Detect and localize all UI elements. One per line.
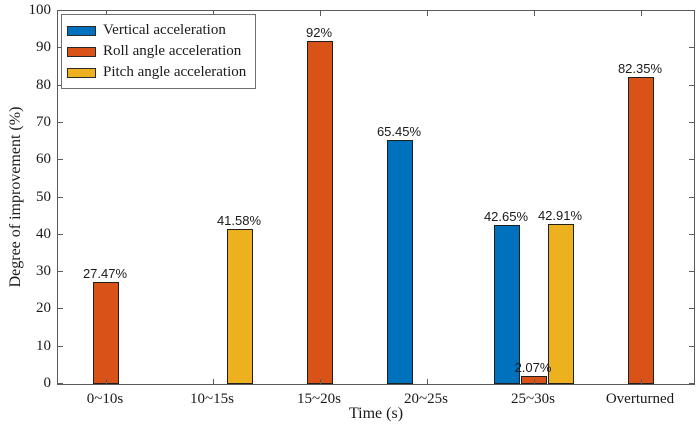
y-axis-tick (58, 345, 63, 347)
x-axis-tick (533, 379, 535, 384)
y-axis-tick (58, 271, 63, 273)
y-axis-tick-right (689, 233, 694, 235)
legend-item: Roll angle acceleration (67, 41, 246, 62)
x-tick-label: 20~25s (404, 391, 448, 407)
x-axis-tick (640, 379, 642, 384)
bar-roll-angle-acceleration (93, 282, 119, 384)
y-tick-label: 10 (36, 337, 51, 354)
bar-roll-angle-acceleration (307, 41, 333, 384)
x-tick-label: 10~15s (190, 391, 234, 407)
y-axis-tick-right (689, 308, 694, 310)
x-axis-tick-top (105, 11, 107, 16)
x-axis-tick (105, 379, 107, 384)
bar-vertical-acceleration (494, 225, 520, 384)
x-axis-tick-top (319, 11, 321, 16)
legend-label: Roll angle acceleration (103, 43, 242, 59)
bar-value-label: 2.07% (514, 360, 552, 375)
bar-value-label: 41.58% (216, 213, 262, 228)
x-axis-label: Time (s) (348, 405, 404, 422)
y-axis-tick-right (689, 84, 694, 86)
y-axis-tick-right (689, 121, 694, 123)
bar-value-label: 42.65% (483, 209, 529, 224)
y-tick-label: 80 (36, 76, 51, 93)
x-tick-label: 25~30s (511, 391, 555, 407)
x-tick-label: Overturned (605, 391, 675, 407)
legend-label: Pitch angle acceleration (103, 64, 247, 80)
bar-value-label: 65.45% (376, 124, 422, 139)
x-axis-tick (212, 379, 214, 384)
legend-label: Vertical acceleration (103, 22, 226, 38)
legend-item: Vertical acceleration (67, 20, 246, 41)
y-axis-tick-right (689, 271, 694, 273)
y-axis-tick (58, 121, 63, 123)
y-axis-tick-right (689, 47, 694, 49)
x-axis-tick-top (212, 11, 214, 16)
y-axis-tick (58, 47, 63, 49)
legend-swatch-icon (67, 67, 96, 78)
y-tick-label: 20 (36, 300, 51, 317)
y-tick-label: 60 (36, 151, 51, 168)
y-axis-tick (58, 196, 63, 198)
x-axis-tick (426, 379, 428, 384)
y-axis-tick-right (689, 196, 694, 198)
y-tick-label: 70 (36, 113, 51, 130)
y-tick-label: 50 (36, 188, 51, 205)
bar-value-label: 27.47% (82, 266, 128, 281)
x-tick-label: 15~20s (297, 391, 341, 407)
y-axis-tick (58, 233, 63, 235)
y-axis-tick (58, 159, 63, 161)
legend-swatch-icon (67, 46, 96, 57)
y-axis-tick (58, 383, 63, 384)
y-axis-tick-right (689, 10, 694, 11)
bar-vertical-acceleration (387, 140, 413, 384)
bar-value-label: 92% (305, 25, 333, 40)
legend-swatch-icon (67, 25, 96, 36)
y-tick-label: 90 (36, 39, 51, 56)
bar-value-label: 42.91% (537, 208, 583, 223)
y-axis-tick-right (689, 345, 694, 347)
y-axis-tick (58, 84, 63, 86)
x-axis-tick-top (533, 11, 535, 16)
legend-item: Pitch angle acceleration (67, 62, 246, 83)
y-tick-label: 0 (43, 375, 52, 391)
x-axis-tick-top (426, 11, 428, 16)
y-tick-label: 40 (36, 225, 51, 242)
y-tick-label: 100 (28, 2, 52, 18)
y-axis-tick-right (689, 159, 694, 161)
x-axis-tick-top (640, 11, 642, 16)
y-axis-tick (58, 10, 63, 11)
y-axis-tick-right (689, 383, 694, 384)
x-tick-label: 0~10s (86, 391, 124, 407)
y-axis-tick (58, 308, 63, 310)
bar-value-label: 82.35% (617, 61, 663, 76)
bar-pitch-angle-acceleration (548, 224, 574, 384)
bar-pitch-angle-acceleration (227, 229, 253, 384)
bar-roll-angle-acceleration (628, 77, 654, 384)
x-axis-tick (319, 379, 321, 384)
y-tick-label: 30 (36, 263, 51, 280)
legend: Vertical acceleration Roll angle accelera… (61, 14, 257, 89)
